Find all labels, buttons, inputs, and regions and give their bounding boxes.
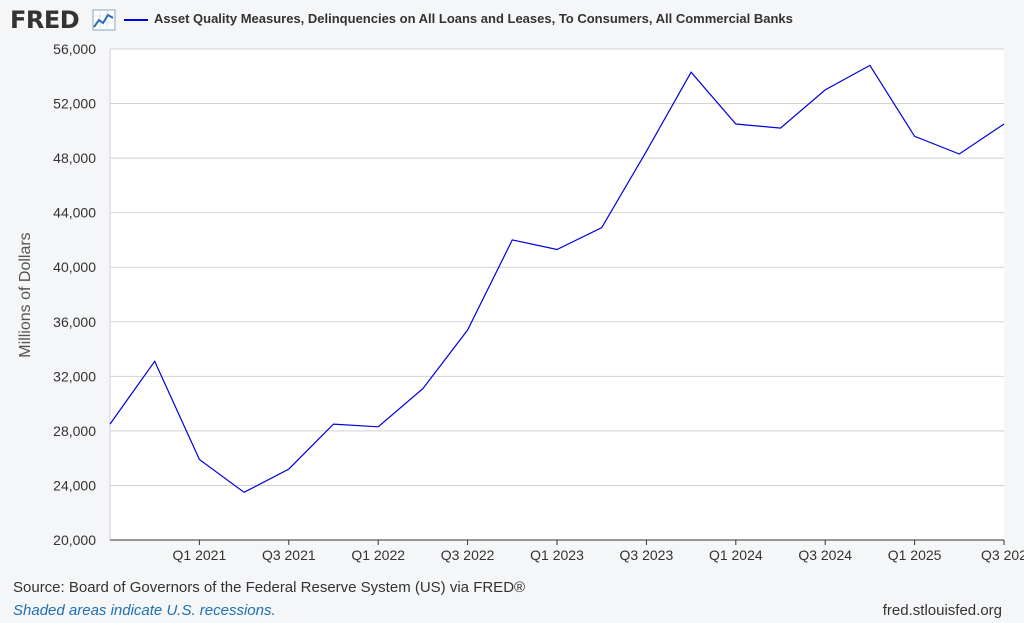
y-tick-label: 44,000 xyxy=(53,205,96,221)
data-point xyxy=(956,151,962,157)
x-tick-label: Q3 2022 xyxy=(441,547,495,563)
data-point xyxy=(867,62,873,68)
data-point xyxy=(778,125,784,131)
x-tick-label: Q1 2022 xyxy=(351,547,405,563)
data-point xyxy=(733,121,739,127)
x-tick-label: Q1 2024 xyxy=(709,547,763,563)
trend-graph-icon xyxy=(92,9,116,31)
data-point xyxy=(509,237,515,243)
chart-title: Asset Quality Measures, Delinquencies on… xyxy=(154,11,793,26)
data-point xyxy=(643,148,649,154)
data-point xyxy=(152,358,158,364)
data-point xyxy=(465,327,471,333)
site-link[interactable]: fred.stlouisfed.org xyxy=(882,602,1002,619)
data-point xyxy=(1001,121,1007,127)
chart-header: FRED Asset Quality Measures, Delinquenci… xyxy=(0,0,1024,40)
x-tick-label: Q1 2025 xyxy=(888,547,942,563)
y-tick-label: 52,000 xyxy=(53,96,96,112)
y-tick-label: 36,000 xyxy=(53,314,96,330)
series-line xyxy=(109,64,1005,494)
recession-note: Shaded areas indicate U.S. recessions. xyxy=(13,602,276,619)
y-tick-label: 32,000 xyxy=(53,368,96,384)
data-point xyxy=(107,421,113,427)
data-point xyxy=(331,421,337,427)
x-tick-label: Q3 202 xyxy=(981,547,1024,563)
data-point xyxy=(688,69,694,75)
y-tick-label: 28,000 xyxy=(53,423,96,439)
x-tick-label: Q1 2023 xyxy=(530,547,584,563)
x-tick-label: Q1 2021 xyxy=(173,547,227,563)
data-point xyxy=(420,386,426,392)
x-tick-label: Q3 2024 xyxy=(798,547,852,563)
fred-logo[interactable]: FRED xyxy=(10,6,80,34)
y-tick-label: 48,000 xyxy=(53,150,96,166)
x-tick-label: Q3 2023 xyxy=(620,547,674,563)
data-point xyxy=(599,225,605,231)
data-point xyxy=(375,424,381,430)
data-point xyxy=(286,466,292,472)
data-point xyxy=(554,246,560,252)
x-tick-label: Q3 2021 xyxy=(262,547,316,563)
data-point xyxy=(241,489,247,495)
data-point xyxy=(912,133,918,139)
data-point xyxy=(196,457,202,463)
data-point xyxy=(822,87,828,93)
source-text: Source: Board of Governors of the Federa… xyxy=(13,579,526,596)
plot-area xyxy=(110,49,1004,540)
y-axis-label: Millions of Dollars xyxy=(17,232,34,357)
y-tick-label: 24,000 xyxy=(53,477,96,493)
y-tick-label: 40,000 xyxy=(53,259,96,275)
y-tick-label: 56,000 xyxy=(53,41,96,57)
y-tick-label: 20,000 xyxy=(53,532,96,548)
legend-series-line xyxy=(124,19,148,21)
line-chart: 20,000 24,000 28,000 32,000 36,000 40,000 44,0… xyxy=(17,41,1024,563)
